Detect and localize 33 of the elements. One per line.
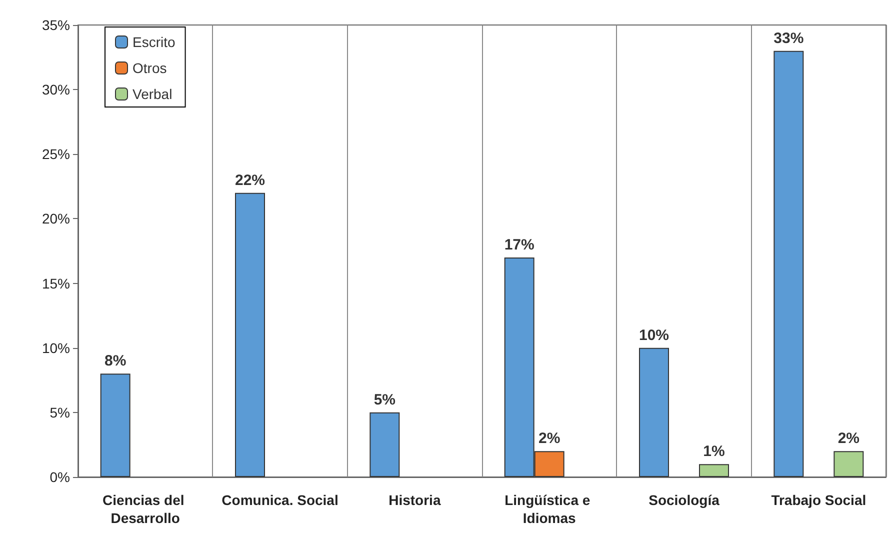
data-label: 22% — [234, 172, 266, 189]
legend-label: Verbal — [132, 86, 172, 102]
y-tick-label: 35% — [42, 17, 70, 33]
bar — [834, 451, 864, 477]
data-label: 2% — [538, 430, 560, 448]
data-label: 17% — [504, 236, 534, 254]
legend-label: Escrito — [132, 34, 176, 50]
bar — [774, 50, 804, 477]
x-tick-label: Trabajo Social — [771, 492, 866, 508]
y-tick-label: 10% — [42, 340, 70, 356]
y-tick-label: 30% — [42, 82, 70, 98]
x-tick-label: Lingüística e Idiomas — [504, 492, 594, 526]
x-tick-label: Ciencias del Desarrollo — [102, 492, 188, 526]
bar — [100, 374, 130, 477]
bar — [699, 464, 729, 477]
data-label: 1% — [703, 443, 725, 460]
data-label: 8% — [104, 352, 126, 370]
y-tick-label: 25% — [42, 146, 70, 162]
legend-label: Otros — [132, 60, 167, 76]
x-tick-label: Sociología — [648, 492, 720, 508]
data-label: 33% — [774, 30, 804, 47]
data-label: 5% — [374, 391, 396, 408]
x-tick-label: Comunica. Social — [222, 492, 338, 508]
y-tick-label: 20% — [42, 210, 70, 227]
bar — [639, 348, 669, 477]
y-tick-label: 5% — [50, 404, 70, 420]
x-tick-label: Historia — [388, 492, 441, 508]
y-tick-label: 0% — [50, 469, 70, 485]
bar — [235, 192, 265, 477]
data-label: 10% — [638, 326, 670, 344]
data-label: 2% — [838, 430, 860, 448]
y-tick-label: 15% — [42, 275, 70, 292]
bar — [370, 412, 400, 477]
